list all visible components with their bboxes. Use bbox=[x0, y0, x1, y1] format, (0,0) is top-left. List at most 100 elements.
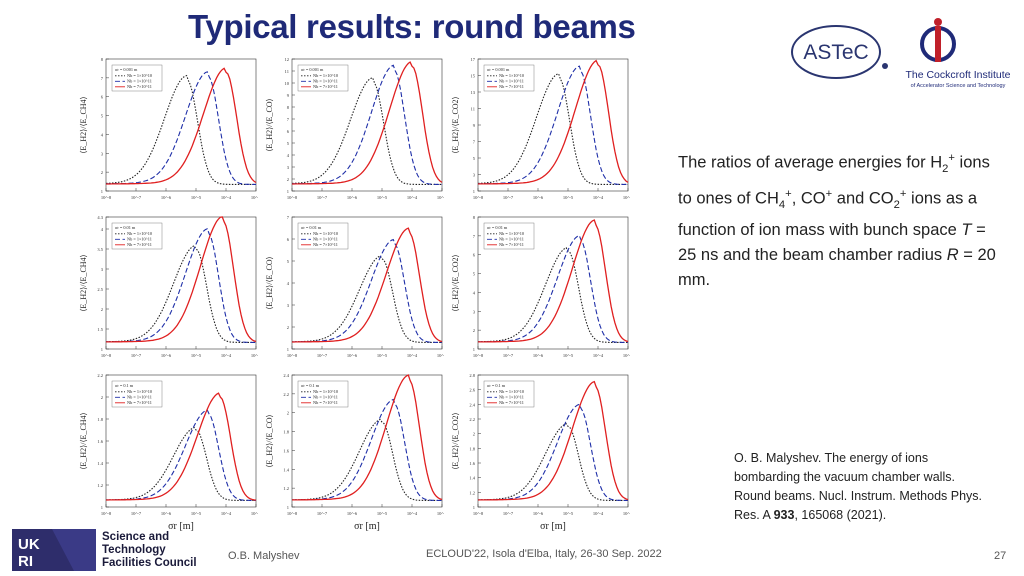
ref-volume: 933 bbox=[773, 508, 795, 522]
legend-sigma: σr = 0.1 m bbox=[115, 383, 134, 388]
logos-area: ASTeC The Cockcroft Institute of Acceler… bbox=[791, 18, 1011, 89]
series-line bbox=[106, 216, 257, 343]
y-axis-label: ⟨E_H2⟩/⟨E_CH4⟩ bbox=[79, 254, 88, 311]
desc-part: The ratios of average energies for H bbox=[678, 153, 943, 172]
x-tick-label: 10^-7 bbox=[131, 353, 142, 358]
chart-grid: 1234567810^-810^-710^-610^-510^-410^-3⟨E… bbox=[72, 55, 630, 532]
legend-entry: Nb = 1×10^11 bbox=[499, 395, 524, 400]
series-line bbox=[478, 423, 628, 501]
series-line bbox=[478, 219, 629, 343]
legend-entry: Nb = 7×10^11 bbox=[313, 242, 338, 247]
y-tick-label: 2.8 bbox=[469, 373, 475, 378]
x-tick-label: 10^-6 bbox=[161, 511, 172, 516]
y-tick-label: 2 bbox=[101, 170, 103, 175]
legend-entry: Nb = 7×10^11 bbox=[499, 400, 524, 405]
y-tick-label: 1 bbox=[101, 189, 103, 194]
stfc-line: Technology bbox=[102, 544, 166, 556]
y-tick-label: 5 bbox=[473, 272, 476, 277]
x-tick-label: 10^-4 bbox=[221, 511, 232, 516]
y-axis-label: ⟨E_H2⟩/⟨E_CH4⟩ bbox=[79, 412, 88, 469]
y-tick-label: 5 bbox=[473, 156, 476, 161]
series-line bbox=[105, 244, 256, 343]
legend-sigma: σr = 0.01 m bbox=[487, 225, 508, 230]
y-tick-label: 7 bbox=[473, 140, 476, 145]
y-tick-label: 6 bbox=[287, 237, 290, 242]
y-tick-label: 11 bbox=[285, 69, 289, 74]
reference-citation: O. B. Malyshev. The energy of ions bomba… bbox=[734, 449, 984, 525]
legend-entry: Nb = 1×10^11 bbox=[499, 237, 524, 242]
desc-part: = 25 ns and the beam chamber radius bbox=[678, 220, 986, 264]
description-text: The ratios of average energies for H 2 + i… bbox=[678, 146, 998, 293]
legend-entry: Nb = 7×10^11 bbox=[127, 400, 152, 405]
y-tick-label: 1.2 bbox=[97, 483, 103, 488]
desc-sub: 2 bbox=[893, 198, 900, 211]
x-tick-label: 10^-5 bbox=[563, 353, 574, 358]
legend-entry: Nb = 1×10^10 bbox=[499, 389, 524, 394]
y-tick-label: 2.5 bbox=[97, 287, 103, 292]
y-axis-label: ⟨E_H2⟩/⟨E_CO⟩ bbox=[265, 256, 274, 309]
series-line bbox=[477, 380, 629, 501]
y-tick-label: 3 bbox=[473, 309, 476, 314]
x-tick-label: 10^-7 bbox=[503, 353, 514, 358]
legend-sigma: σr = 0.01 m bbox=[115, 225, 136, 230]
y-tick-label: 4 bbox=[287, 153, 290, 158]
y-tick-label: 2 bbox=[101, 395, 103, 400]
legend-entry: Nb = 7×10^11 bbox=[127, 84, 152, 89]
x-tick-label: 10^-6 bbox=[347, 511, 358, 516]
series-line bbox=[106, 426, 256, 501]
x-tick-label: 10^-5 bbox=[377, 195, 388, 200]
x-tick-label: 10^-6 bbox=[347, 353, 358, 358]
legend-entry: Nb = 7×10^11 bbox=[313, 84, 338, 89]
x-tick-label: 10^-7 bbox=[317, 195, 328, 200]
y-tick-label: 1.4 bbox=[283, 467, 289, 472]
x-tick-label: 10^-6 bbox=[533, 195, 544, 200]
legend-entry: Nb = 7×10^11 bbox=[127, 242, 152, 247]
cockcroft-logo: The Cockcroft Institute of Accelerator S… bbox=[905, 18, 1011, 89]
y-tick-label: 4.3 bbox=[97, 215, 103, 220]
y-tick-label: 1 bbox=[287, 189, 289, 194]
desc-part: ions to ones of CH bbox=[678, 153, 990, 208]
x-tick-label: 10^-5 bbox=[191, 195, 202, 200]
series-line bbox=[477, 59, 629, 185]
y-tick-label: 2.4 bbox=[283, 373, 289, 378]
desc-part: = 20 mm. bbox=[678, 245, 996, 289]
stfc-line: Science and bbox=[102, 531, 170, 543]
y-tick-label: 2 bbox=[473, 432, 475, 437]
legend-sigma: σr = 0.1 m bbox=[301, 383, 320, 388]
footer-event: ECLOUD'22, Isola d'Elba, Italy, 26-30 Se… bbox=[426, 548, 662, 560]
series-line bbox=[292, 227, 443, 343]
x-tick-label: 10^-8 bbox=[287, 353, 298, 358]
desc-part: ions as a function of ion mass with bunc… bbox=[678, 189, 978, 239]
series-line bbox=[106, 67, 257, 185]
x-tick-label: 10^-4 bbox=[593, 353, 604, 358]
y-tick-label: 1.4 bbox=[97, 461, 103, 466]
chart-panel: 1 1.2 1.4 1.6 1.8 2 2.2 2.4 10^-8 10^-7 10^-6 10^-5… bbox=[265, 373, 444, 532]
x-tick-label: 10^-8 bbox=[101, 353, 112, 358]
x-axis-label: σr [m] bbox=[540, 521, 566, 532]
y-tick-label: 10 bbox=[285, 81, 290, 86]
x-tick-label: 10^-3 bbox=[437, 353, 444, 358]
x-tick-label: 10^-5 bbox=[191, 511, 202, 516]
x-tick-label: 10^-6 bbox=[161, 195, 172, 200]
footer-author: O.B. Malyshev bbox=[228, 550, 300, 562]
legend-entry: Nb = 1×10^11 bbox=[313, 79, 338, 84]
desc-sup: + bbox=[948, 152, 955, 164]
x-tick-label: 10^-6 bbox=[347, 195, 358, 200]
legend-entry: Nb = 1×10^11 bbox=[127, 79, 152, 84]
x-tick-label: 10^-8 bbox=[101, 511, 112, 516]
y-tick-label: 1 bbox=[101, 505, 103, 510]
y-tick-label: 1.8 bbox=[469, 446, 475, 451]
x-tick-label: 10^-5 bbox=[377, 511, 388, 516]
x-tick-label: 10^-4 bbox=[407, 511, 418, 516]
desc-sup: + bbox=[825, 187, 833, 200]
y-axis-label: ⟨E_H2⟩/⟨E_CO2⟩ bbox=[451, 412, 460, 469]
y-tick-label: 2 bbox=[287, 411, 289, 416]
legend-entry: Nb = 1×10^10 bbox=[499, 231, 524, 236]
chart-panel: 1 1.2 1.4 1.6 1.8 2 2.2 10^-8 10^-7 10^-6 10^-5 10^… bbox=[79, 373, 258, 532]
x-tick-label: 10^-7 bbox=[317, 353, 328, 358]
y-tick-label: 9 bbox=[473, 123, 476, 128]
legend-sigma: σr = 0.1 m bbox=[487, 383, 506, 388]
y-tick-label: 5 bbox=[101, 114, 104, 119]
